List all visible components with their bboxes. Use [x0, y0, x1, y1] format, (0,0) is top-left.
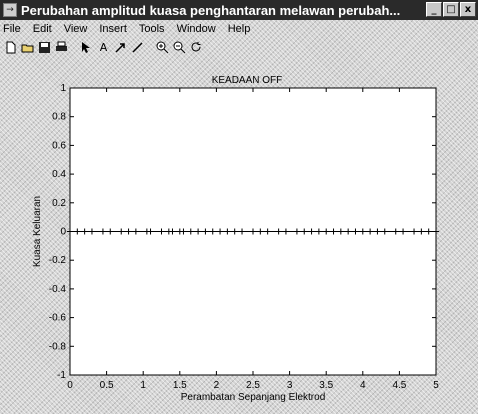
data-point-marker — [99, 228, 106, 235]
y-axis-label: Kuasa Keluaran — [32, 196, 43, 267]
x-tick-label: 3 — [287, 380, 293, 391]
data-point-marker — [337, 228, 344, 235]
y-tick-label: -0.4 — [49, 284, 67, 295]
x-tick-label: 4 — [360, 380, 366, 391]
figure-toolbar: A — [0, 38, 478, 56]
close-button[interactable]: x — [460, 2, 476, 17]
y-tick-label: -1 — [57, 370, 66, 381]
data-point-marker — [367, 228, 374, 235]
data-point-marker — [169, 228, 176, 235]
data-point-marker — [425, 228, 432, 235]
data-point-marker — [195, 228, 202, 235]
save-icon[interactable] — [37, 40, 52, 55]
data-point-marker — [250, 228, 256, 235]
data-point-marker — [315, 228, 322, 235]
menu-file[interactable]: File — [3, 23, 21, 35]
data-point-marker — [118, 228, 125, 235]
data-point-marker — [180, 228, 187, 235]
data-point-marker — [81, 228, 88, 235]
zoom-in-icon[interactable] — [155, 40, 170, 55]
new-figure-icon[interactable] — [3, 40, 18, 55]
y-tick-label: -0.8 — [49, 341, 67, 352]
data-point-marker — [293, 228, 300, 235]
data-point-marker — [125, 228, 132, 235]
data-point-marker — [147, 228, 154, 235]
data-point-marker — [400, 228, 407, 235]
window-title: Perubahan amplitud kuasa penghantaran me… — [21, 2, 401, 18]
menu-window[interactable]: Window — [176, 23, 216, 35]
x-tick-label: 0 — [67, 380, 73, 391]
text-icon[interactable]: A — [99, 40, 108, 54]
data-point-marker — [411, 228, 418, 235]
menu-edit[interactable]: Edit — [32, 23, 52, 35]
data-point-marker — [282, 228, 289, 235]
data-point-marker — [308, 228, 315, 235]
x-tick-label: 0.5 — [100, 380, 114, 391]
y-tick-label: 0 — [60, 227, 66, 238]
data-point-marker — [352, 228, 359, 235]
data-point-marker — [239, 228, 246, 235]
data-point-marker — [209, 228, 216, 235]
menu-view[interactable]: View — [63, 23, 88, 35]
data-point-marker — [187, 228, 194, 235]
data-point-marker — [88, 228, 95, 235]
x-tick-label: 3.5 — [319, 380, 333, 391]
data-point-marker — [275, 228, 282, 235]
open-file-icon[interactable] — [20, 40, 35, 55]
x-tick-label: 2 — [214, 380, 220, 391]
data-point-marker — [418, 228, 425, 235]
data-point-marker — [74, 228, 81, 235]
data-point-marker — [381, 228, 388, 235]
data-point-marker — [359, 228, 366, 235]
maximize-button[interactable]: □ — [443, 2, 459, 17]
menu-tools[interactable]: Tools — [138, 23, 165, 35]
app-icon: → — [3, 3, 17, 17]
y-tick-label: 0.2 — [52, 198, 66, 209]
data-point-marker — [323, 228, 330, 235]
menu-help[interactable]: Help — [227, 23, 251, 35]
y-tick-label: 0.6 — [52, 140, 66, 151]
x-tick-label: 4.5 — [392, 380, 406, 391]
plot-axes[interactable]: 0 0.5 1 1.5 2 2.5 3 3.5 4 4.5 5 -1 -0.8 -0.6 -0.4 -0.2 0… — [0, 60, 478, 414]
x-tick-label: 2.5 — [246, 380, 260, 391]
data-point-marker — [301, 228, 308, 235]
y-tick-label: 0.8 — [52, 112, 66, 123]
data-point-marker — [392, 228, 399, 235]
print-icon[interactable] — [54, 40, 69, 55]
y-tick-label: -0.2 — [49, 255, 67, 266]
data-point-marker — [217, 228, 224, 235]
arrow-icon[interactable] — [113, 40, 128, 55]
x-tick-label: 1.5 — [173, 380, 187, 391]
select-arrow-icon[interactable] — [79, 40, 94, 55]
data-point-marker — [264, 228, 271, 235]
x-tick-label: 5 — [433, 380, 439, 391]
data-point-marker — [202, 228, 209, 235]
minimize-button[interactable]: _ — [426, 2, 442, 17]
chart-title: KEADAAN OFF — [211, 75, 283, 86]
data-point-marker — [231, 228, 238, 235]
data-point-marker — [107, 228, 114, 235]
data-point-marker — [330, 228, 337, 235]
data-point-marker — [374, 228, 381, 235]
title-bar[interactable]: → Perubahan amplitud kuasa penghantaran … — [0, 0, 478, 20]
y-tick-label: -0.6 — [49, 313, 67, 324]
data-point-marker — [224, 228, 231, 235]
data-point-marker — [433, 228, 439, 235]
line-icon[interactable] — [130, 40, 145, 55]
rotate-icon[interactable] — [189, 40, 204, 55]
x-tick-label: 1 — [140, 380, 146, 391]
menu-bar: File Edit View Insert Tools Window Help — [0, 21, 478, 37]
x-axis-label: Perambatan Sepanjang Elektrod — [181, 392, 326, 403]
menu-insert[interactable]: Insert — [99, 23, 127, 35]
y-tick-label: 0.4 — [52, 169, 66, 180]
data-point-marker — [67, 228, 73, 235]
zoom-out-icon[interactable] — [172, 40, 187, 55]
data-point-marker — [158, 228, 165, 235]
y-tick-label: 1 — [60, 83, 66, 94]
data-point-marker — [132, 228, 139, 235]
data-point-marker — [345, 228, 352, 235]
data-point-marker — [257, 228, 264, 235]
